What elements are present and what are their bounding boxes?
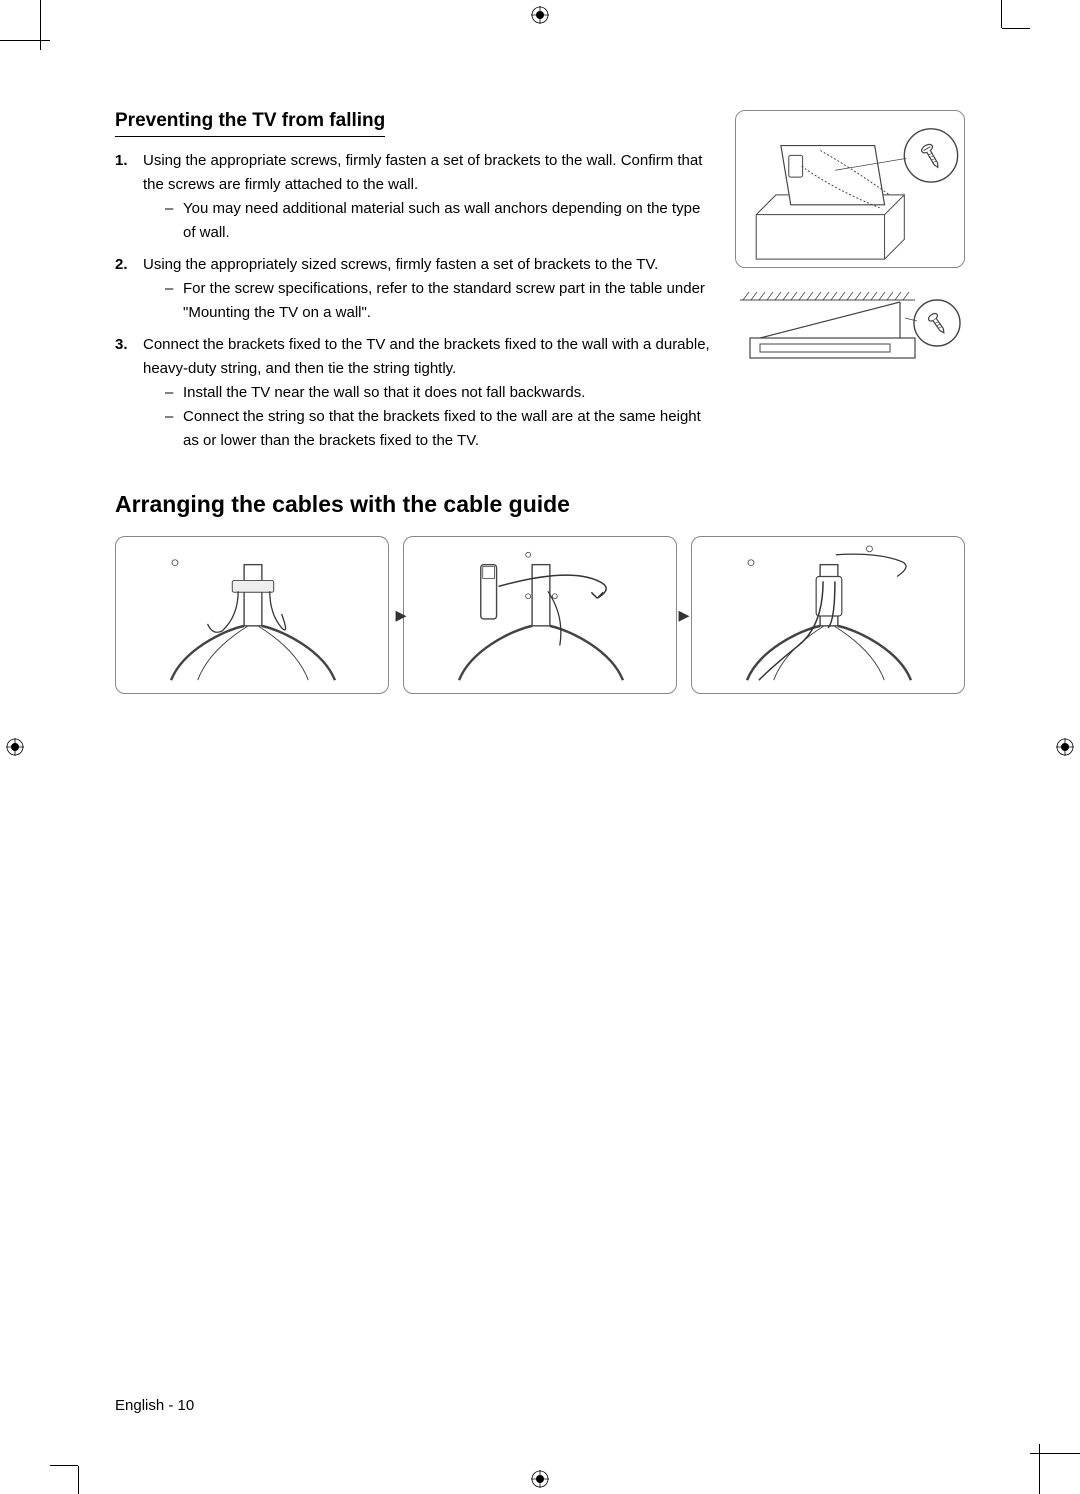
registration-mark-top [531, 6, 549, 24]
step-1-text: Using the appropriate screws, firmly fas… [143, 152, 702, 193]
step-3-text: Connect the brackets fixed to the TV and… [143, 336, 710, 377]
cable-diagram-1 [115, 536, 389, 694]
step-3-sub-2: Connect the string so that the brackets … [165, 405, 715, 453]
diagram-wall-bracket-side [735, 288, 965, 383]
heading-cables: Arranging the cables with the cable guid… [115, 491, 965, 518]
step-2: Using the appropriately sized screws, fi… [115, 253, 715, 325]
page-footer: English - 10 [115, 1397, 194, 1414]
registration-mark-right [1056, 738, 1074, 756]
registration-mark-left [6, 738, 24, 756]
diagram-tv-tether-to-wall [735, 110, 965, 268]
step-1-sub-1: You may need additional material such as… [165, 197, 715, 245]
step-3: Connect the brackets fixed to the TV and… [115, 333, 715, 453]
arrow-icon: ▸ [679, 602, 690, 628]
step-2-sub-1: For the screw specifications, refer to t… [165, 277, 715, 325]
steps-list: Using the appropriate screws, firmly fas… [115, 149, 715, 453]
step-1: Using the appropriate screws, firmly fas… [115, 149, 715, 245]
registration-mark-bottom [531, 1470, 549, 1488]
step-3-sub-1: Install the TV near the wall so that it … [165, 381, 715, 405]
step-2-text: Using the appropriately sized screws, fi… [143, 256, 658, 273]
cable-guide-diagrams: ▸ ▸ [115, 536, 965, 694]
cable-diagram-3 [691, 536, 965, 694]
heading-preventing: Preventing the TV from falling [115, 110, 385, 137]
arrow-icon: ▸ [396, 602, 407, 628]
cable-diagram-2 [403, 536, 677, 694]
